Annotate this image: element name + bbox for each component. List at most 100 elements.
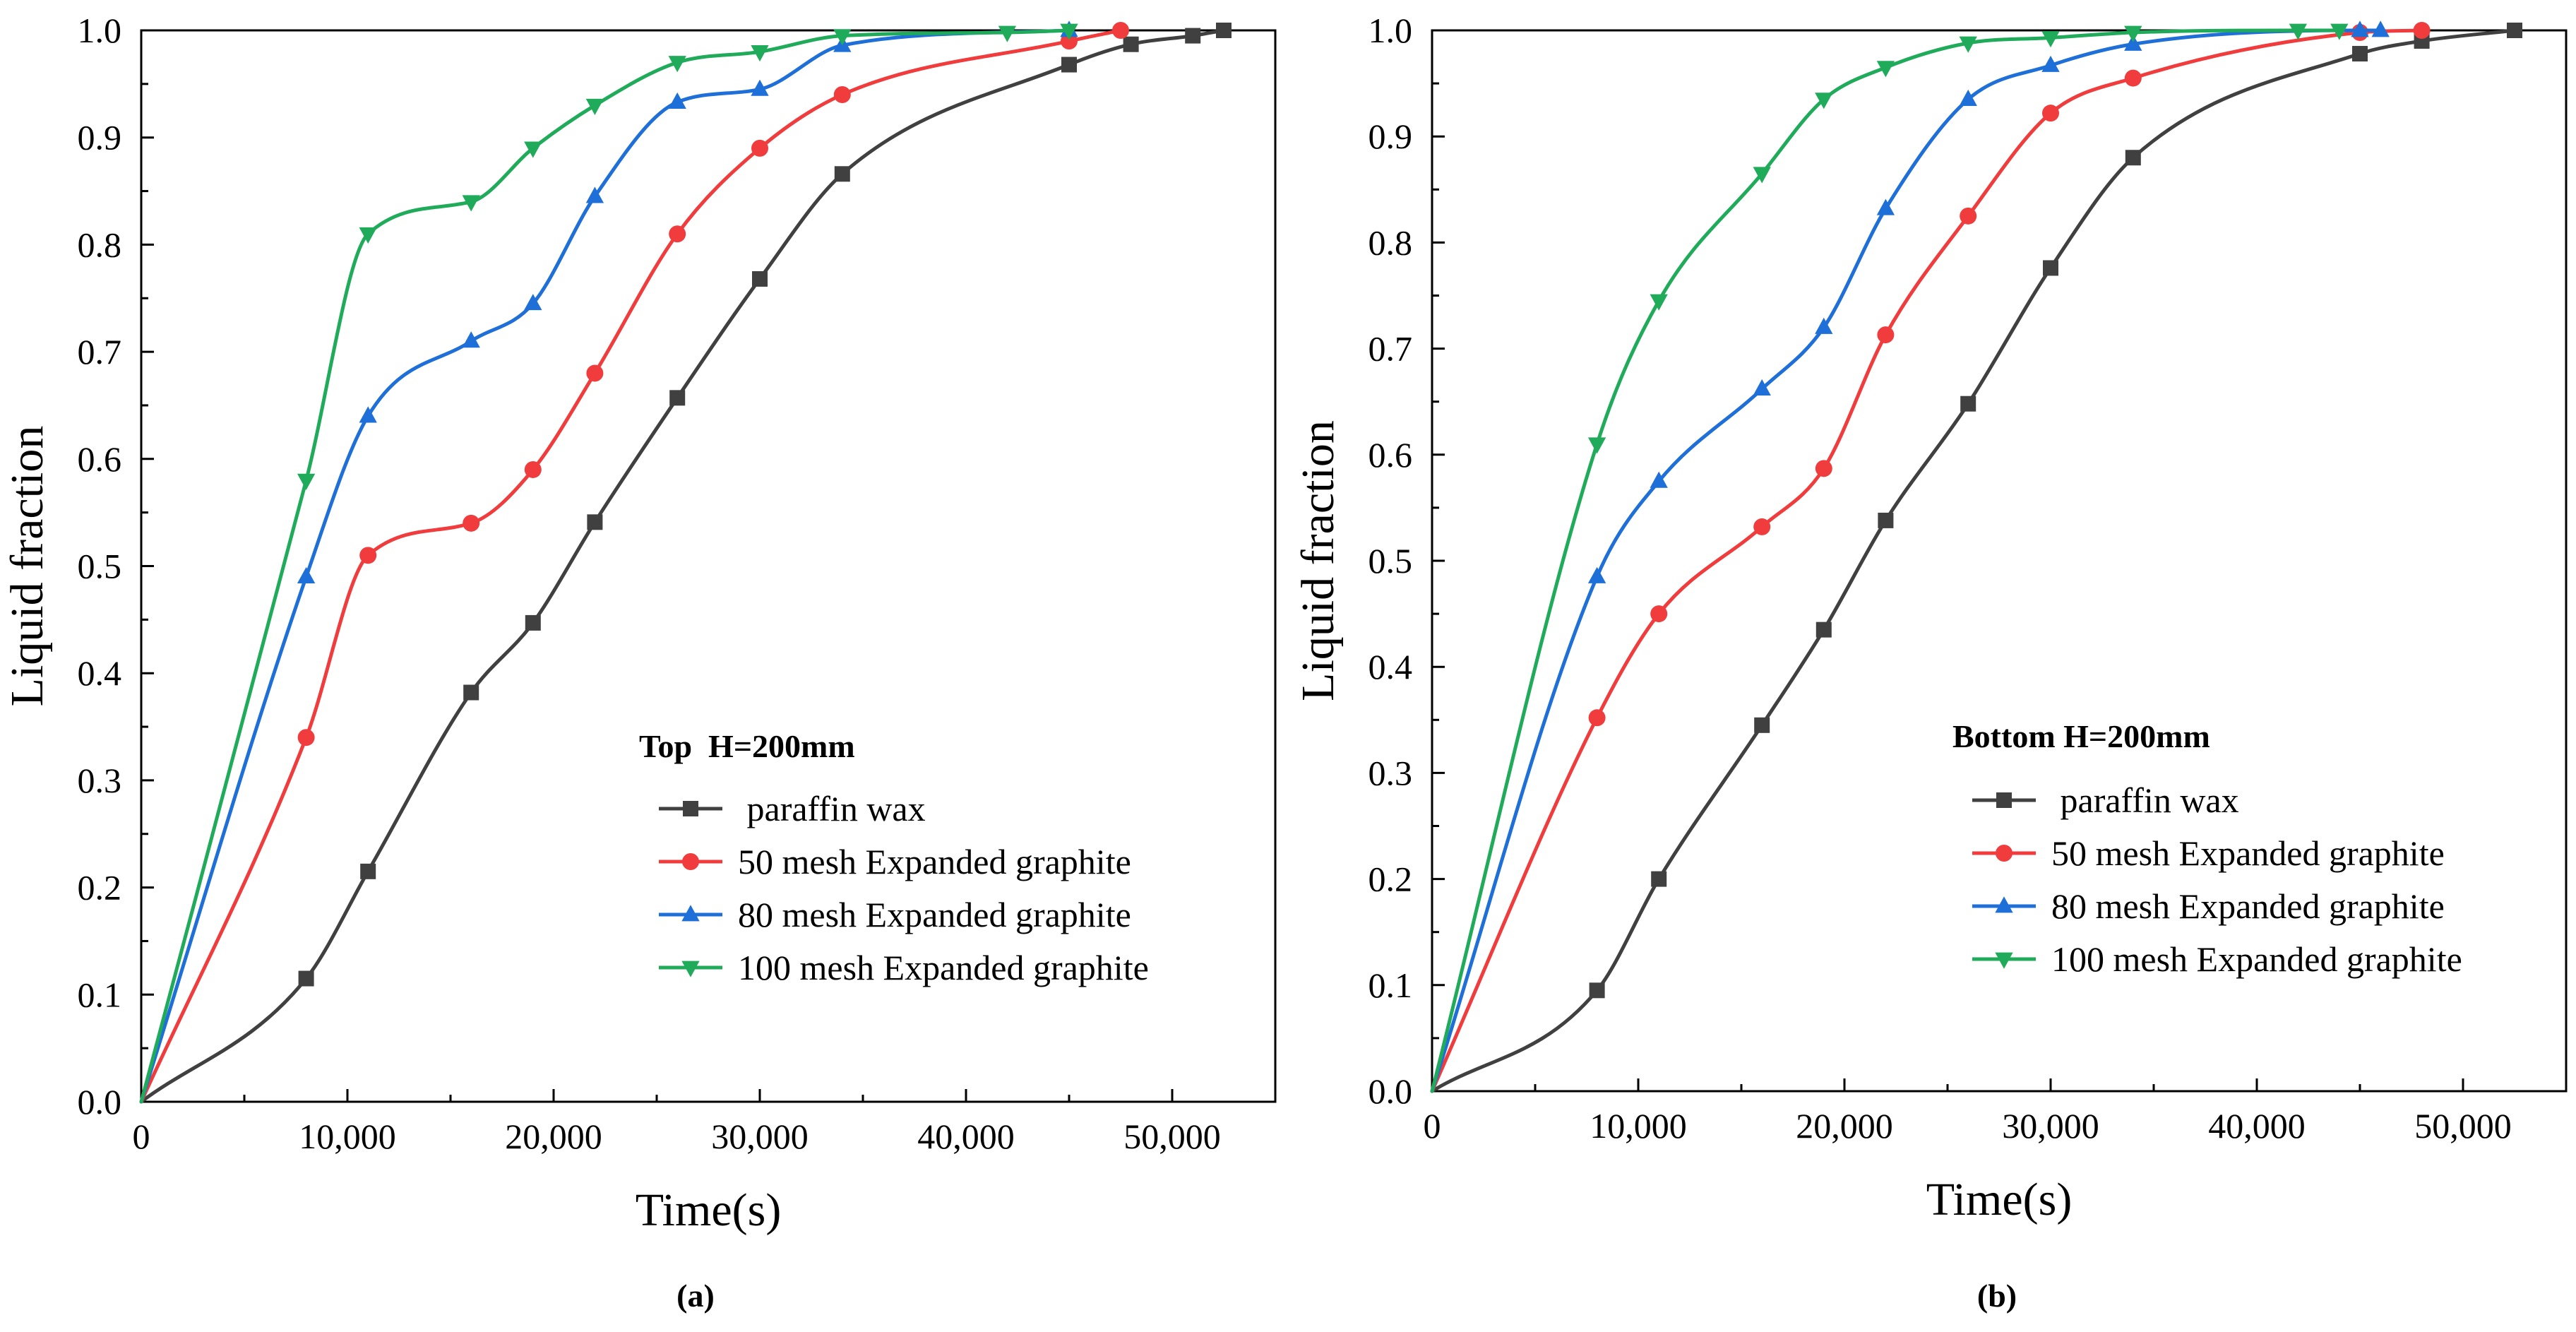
panel-label: (a) [676,1278,715,1314]
data-point [524,141,542,158]
data-point [2043,260,2058,276]
data-point [1650,605,1668,623]
data-point [586,364,604,382]
data-point [1876,61,1895,78]
data-point [1753,518,1771,535]
legend-swatch-marker [1995,952,2013,969]
data-point [1650,471,1668,488]
x-axis-title: Time(s) [636,1184,782,1236]
data-point [669,390,686,406]
data-point [1960,396,1976,412]
data-point [1185,28,1201,44]
y-tick-label: 1.0 [78,11,122,50]
data-point [1060,23,1078,40]
data-point [587,514,603,530]
y-tick-label: 0.1 [78,975,122,1014]
data-point [751,79,769,96]
x-tick-label: 30,000 [711,1117,809,1156]
legend-entry-label: 80 mesh Expanded graphite [738,895,1131,934]
y-tick-label: 0.2 [1368,860,1413,899]
legend-title: Top H=200mm [639,728,855,764]
data-point [2125,150,2141,166]
data-point [1651,871,1667,887]
data-point [524,460,542,478]
data-point [998,25,1017,42]
data-point [1876,198,1895,215]
series-line [1430,28,2517,1093]
legend-swatch-marker [681,961,700,977]
legend-title: Bottom H=200mm [1952,718,2210,754]
data-point [1815,622,1832,638]
data-point [359,227,377,244]
y-tick-label: 0.0 [1368,1071,1413,1111]
x-tick-label: 0 [133,1117,150,1156]
legend-entry-label: paraffin wax [738,789,926,828]
x-tick-label: 20,000 [1796,1106,1893,1146]
legend-swatch-marker [1995,896,2013,913]
y-tick-label: 0.1 [1368,965,1413,1005]
data-point [360,863,376,879]
series-line [1430,28,2383,1093]
legend-entry-label: 100 mesh Expanded graphite [738,948,1149,987]
data-point [585,186,604,203]
data-point [1588,709,1606,727]
legend-swatch-marker [681,905,700,922]
data-point [463,514,480,532]
data-point [1112,22,1129,39]
data-point [2041,31,2060,48]
y-tick-label: 0.7 [1368,329,1413,369]
y-tick-label: 0.5 [1368,541,1413,581]
data-point [1650,294,1668,311]
data-point [2351,20,2369,37]
data-point [1061,57,1077,73]
x-tick-label: 30,000 [2002,1106,2099,1146]
data-point [668,92,686,109]
data-point [463,684,479,701]
data-point [462,195,480,212]
legend-entry-label: 50 mesh Expanded graphite [738,842,1131,881]
x-tick-label: 20,000 [505,1117,602,1156]
data-point [1878,512,1894,528]
data-point [297,566,316,584]
data-point [1877,326,1895,344]
data-point [1815,460,1832,477]
data-point [1587,566,1606,583]
data-point [752,270,768,287]
data-point [2289,23,2308,40]
data-point [1815,93,1833,109]
data-point [585,98,604,115]
data-point [2124,69,2142,87]
data-point [1216,23,1232,38]
y-tick-label: 1.0 [1368,11,1413,50]
x-tick-label: 50,000 [2414,1106,2512,1146]
data-point [359,406,377,423]
data-point [462,331,480,348]
legend-entry-label: 100 mesh Expanded graphite [2051,939,2462,979]
data-point [1753,167,1771,184]
data-point [298,970,314,987]
y-tick-label: 0.4 [78,653,122,693]
legend-swatch-marker [1996,792,2012,808]
legend-entry-label: 80 mesh Expanded graphite [2051,886,2445,926]
data-point [2330,23,2349,40]
y-tick-label: 0.9 [1368,117,1413,156]
y-tick-label: 0.6 [1368,435,1413,475]
data-point [1587,437,1606,454]
data-point [1815,317,1833,334]
chart-panel-b: 0 10,000 20,000 30,000 40,000 50,000 0.0 0.1 0.2… [1292,11,2568,1314]
data-point [2507,23,2522,38]
data-point [833,86,851,104]
y-tick-label: 0.0 [78,1082,122,1122]
data-point [359,547,377,564]
data-point [1753,379,1771,396]
x-tick-label: 50,000 [1123,1117,1221,1156]
data-point [1123,36,1139,52]
legend-entry-label: 50 mesh Expanded graphite [2051,833,2445,873]
data-point [2371,20,2390,37]
series-line [139,28,1123,1104]
panel-label: (b) [1977,1278,2017,1314]
x-tick-label: 0 [1424,1106,1441,1146]
data-point [833,29,852,46]
x-tick-label: 10,000 [1590,1106,1687,1146]
